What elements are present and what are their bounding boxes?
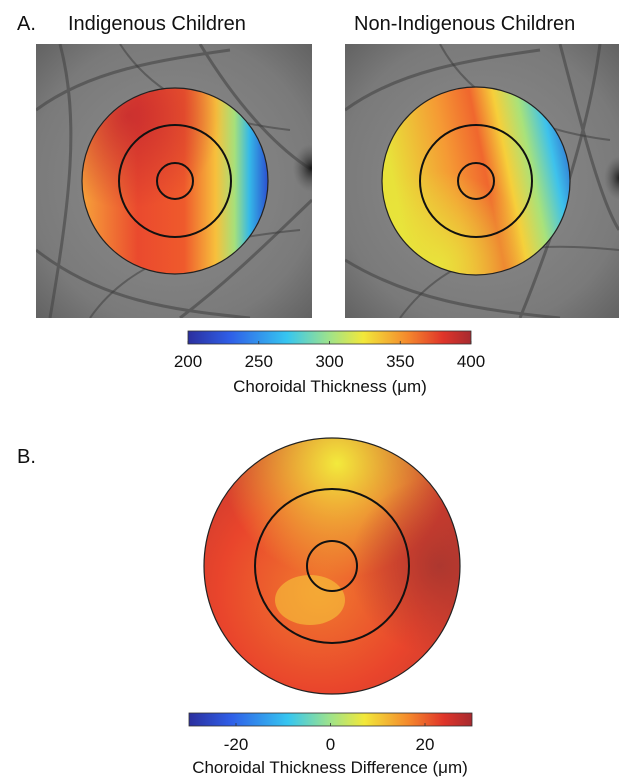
panel-b-label: B.	[17, 446, 36, 469]
colorbar-b-label: Choroidal Thickness Difference (μm)	[192, 758, 468, 778]
title-non-indigenous: Non-Indigenous Children	[354, 13, 575, 36]
colorbar-a-tick-label: 400	[457, 352, 485, 372]
title-indigenous: Indigenous Children	[68, 13, 246, 36]
heatmap-difference	[204, 438, 460, 694]
colorbar-a-tick-label: 300	[315, 352, 343, 372]
heatmap-indigenous	[82, 88, 268, 274]
colorbar-a-tick-label: 200	[174, 352, 202, 372]
colorbar-a-label: Choroidal Thickness (μm)	[233, 377, 427, 397]
colorbar-a-tick-label: 350	[386, 352, 414, 372]
heatmap-non-indigenous	[382, 87, 570, 275]
colorbar-b-tick-label: -20	[224, 735, 249, 755]
colorbar-b-tick-label: 0	[326, 735, 335, 755]
colorbar-b-tick-label: 20	[416, 735, 435, 755]
panel-a-label: A.	[17, 13, 36, 36]
colorbar-a-tick-label: 250	[245, 352, 273, 372]
